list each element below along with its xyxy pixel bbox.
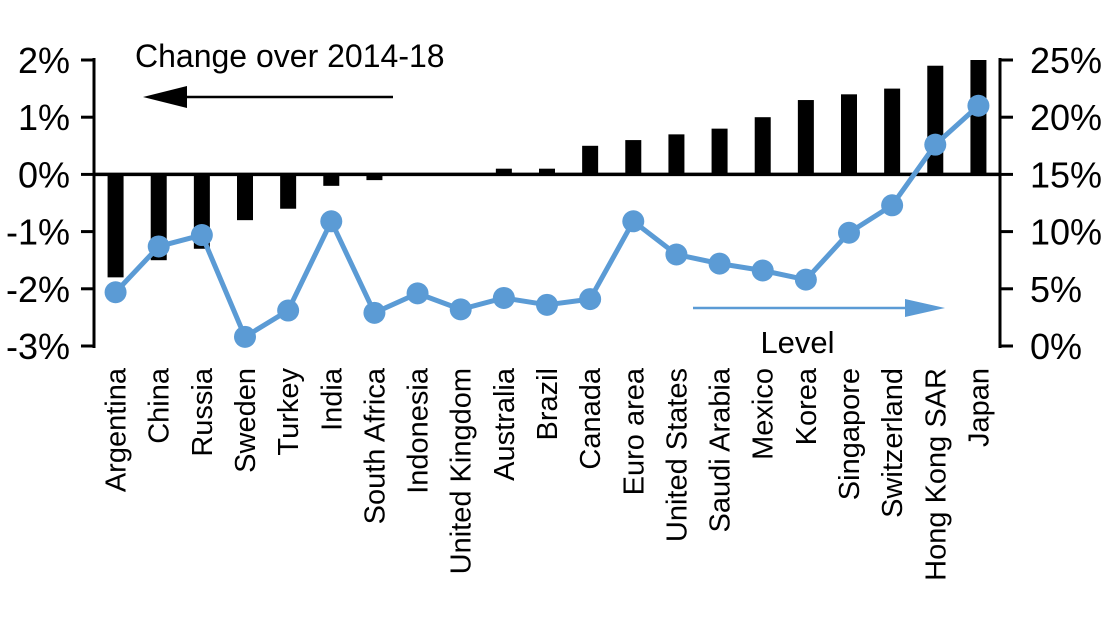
category-label-hong-kong-sar: Hong Kong SAR (920, 368, 952, 581)
bar-india (323, 174, 340, 186)
category-label-china: China (144, 367, 176, 444)
level-marker-saudi-arabia (708, 252, 731, 275)
level-marker-united-kingdom (449, 298, 472, 321)
level-marker-japan (967, 94, 990, 117)
left-axis-tick-label: 2% (18, 40, 70, 81)
category-label-australia: Australia (489, 367, 521, 481)
level-marker-russia (190, 224, 213, 247)
left-axis-tick-label: -3% (6, 326, 70, 367)
level-marker-south-africa (363, 301, 386, 324)
level-marker-sweden (234, 325, 256, 348)
level-marker-singapore (838, 221, 860, 244)
category-label-euro-area: Euro area (618, 367, 650, 495)
right-axis-tick-label: 25% (1030, 40, 1102, 81)
level-marker-india (320, 210, 343, 233)
category-label-switzerland: Switzerland (877, 368, 909, 518)
bar-south-africa (366, 174, 383, 181)
bar-singapore (841, 94, 857, 175)
level-marker-australia (492, 286, 515, 309)
category-label-saudi-arabia: Saudi Arabia (705, 367, 737, 532)
category-label-turkey: Turkey (273, 368, 305, 456)
right-axis-tick-label: 0% (1030, 326, 1082, 367)
level-marker-argentina (104, 281, 127, 304)
bar-korea (797, 100, 814, 175)
right-axis-tick-label: 5% (1030, 269, 1082, 310)
right-axis-tick-label: 10% (1030, 212, 1102, 253)
left-arrow-icon (143, 86, 187, 108)
left-axis-tick-label: -1% (6, 212, 70, 253)
category-label-indonesia: Indonesia (403, 367, 435, 494)
bar-sweden (237, 174, 253, 221)
bar-brazil (539, 168, 555, 175)
bar-turkey (280, 174, 297, 209)
category-label-south-africa: South Africa (359, 367, 391, 524)
category-label-mexico: Mexico (748, 368, 780, 460)
category-label-canada: Canada (575, 367, 607, 469)
level-marker-canada (579, 288, 602, 311)
left-axis-tick-label: -2% (6, 269, 70, 310)
level-marker-turkey (277, 299, 300, 322)
bar-japan (970, 60, 987, 175)
category-label-united-states: United States (661, 368, 693, 542)
bar-united-states (668, 134, 685, 175)
right-axis-tick-label: 20% (1030, 97, 1102, 138)
level-marker-euro-area (622, 210, 645, 233)
category-label-united-kingdom: United Kingdom (446, 368, 478, 574)
level-marker-indonesia (406, 282, 429, 305)
level-marker-brazil (536, 293, 558, 316)
bar-argentina (107, 174, 124, 278)
bar-australia (495, 168, 512, 175)
bar-series-title: Change over 2014-18 (135, 38, 445, 74)
category-label-singapore: Singapore (834, 368, 866, 500)
level-marker-hong-kong-sar (924, 133, 947, 156)
category-label-argentina: Argentina (101, 367, 133, 492)
category-label-korea: Korea (791, 367, 823, 445)
bar-hong-kong-sar (927, 65, 944, 175)
category-label-russia: Russia (187, 367, 219, 457)
category-label-brazil: Brazil (532, 368, 564, 441)
bar-mexico (754, 117, 771, 175)
bar-euro-area (625, 140, 642, 175)
level-marker-china (147, 235, 170, 258)
level-marker-united-states (665, 243, 688, 266)
category-label-japan: Japan (963, 368, 995, 447)
category-label-sweden: Sweden (230, 368, 262, 473)
level-marker-mexico (751, 259, 774, 282)
category-label-india: India (316, 367, 348, 431)
right-axis-tick-label: 15% (1030, 154, 1102, 195)
bar-saudi-arabia (711, 128, 728, 175)
bar-switzerland (884, 88, 901, 175)
bar-canada (582, 145, 599, 175)
left-axis-tick-label: 1% (18, 97, 70, 138)
level-marker-switzerland (881, 194, 904, 217)
line-series-title: Level (760, 325, 835, 360)
level-marker-korea (794, 268, 817, 291)
right-arrow-icon (905, 299, 945, 317)
left-axis-tick-label: 0% (18, 154, 70, 195)
